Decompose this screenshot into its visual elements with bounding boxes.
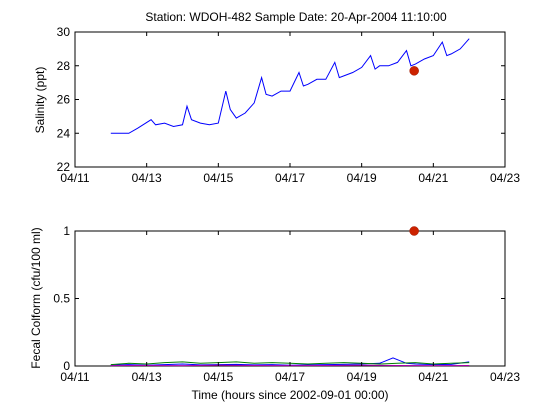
coliform-x-tick-label: 04/15: [203, 370, 233, 384]
coliform-axes-box: [74, 230, 506, 367]
salinity-y-axis-label: Salinity (ppt): [33, 67, 47, 134]
coliform-y-axis-label: Fecal Colform (cfu/100 ml): [29, 227, 43, 368]
coliform-sample-point: [409, 226, 419, 236]
coliform-x-tick-label: 04/21: [418, 370, 448, 384]
coliform-y-tick-label: 0: [63, 359, 70, 373]
salinity-panel: 04/11 04/13 04/15 04/17 04/19 04/21 04/23 22 24 2…: [33, 25, 520, 185]
salinity-sample-point: [409, 66, 419, 76]
coliform-panel: 04/11 04/13 04/15 04/17 04/19 04/21 04/23 0 0.5 1…: [29, 224, 520, 402]
coliform-x-tick-label: 04/11: [60, 370, 89, 384]
salinity-y-tick-label: 28: [57, 59, 71, 73]
coliform-series-line-0: [110, 357, 470, 366]
salinity-x-tick-label: 04/11: [60, 171, 89, 185]
salinity-series-line-0: [110, 38, 470, 134]
coliform-y-tick-label: 1: [63, 224, 70, 238]
coliform-y-tick-label: 0.5: [53, 292, 70, 306]
salinity-x-tick-label: 04/17: [275, 171, 305, 185]
salinity-x-tick-label: 04/19: [347, 171, 377, 185]
coliform-x-tick-label: 04/17: [275, 370, 305, 384]
salinity-x-tick-label: 04/23: [490, 171, 520, 185]
coliform-x-tick-label: 04/19: [347, 370, 377, 384]
time-x-axis-label: Time (hours since 2002-09-01 00:00): [192, 388, 389, 402]
salinity-x-tick-label: 04/15: [203, 171, 233, 185]
salinity-x-tick-label: 04/13: [132, 171, 162, 185]
salinity-y-tick-label: 22: [57, 160, 71, 174]
coliform-x-tick-label: 04/23: [490, 370, 520, 384]
salinity-y-tick-label: 30: [57, 25, 71, 39]
salinity-y-tick-label: 24: [57, 126, 71, 140]
figure-title: Station: WDOH-482 Sample Date: 20-Apr-20…: [145, 10, 447, 24]
coliform-x-tick-label: 04/13: [132, 370, 162, 384]
salinity-x-tick-label: 04/21: [418, 171, 448, 185]
salinity-y-tick-label: 26: [57, 93, 71, 107]
salinity-axes-box: [74, 31, 506, 168]
